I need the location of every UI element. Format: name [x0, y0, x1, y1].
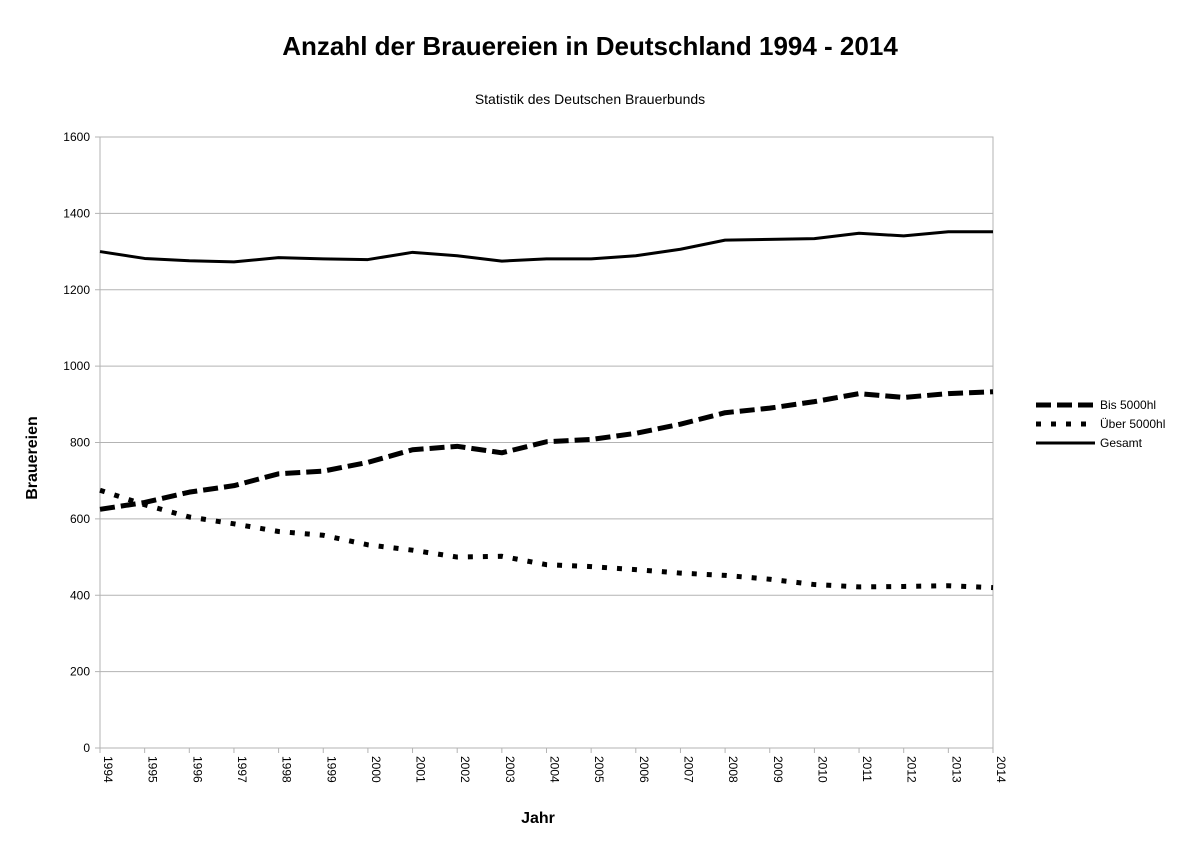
y-tick-label: 0: [83, 741, 90, 755]
series-lines: [99, 230, 994, 591]
x-tick-label: 2010: [815, 756, 829, 783]
legend-label: Gesamt: [1100, 436, 1143, 450]
y-tick-label: 800: [70, 436, 90, 450]
series-line-2: [99, 487, 994, 591]
x-tick-label: 2011: [860, 756, 874, 782]
x-tick-label: 1999: [324, 756, 338, 783]
series-line-3: [99, 230, 993, 264]
x-tick-label: 2009: [771, 756, 785, 783]
chart-subtitle: Statistik des Deutschen Brauerbunds: [475, 91, 705, 107]
x-tick-label: 2014: [994, 756, 1008, 783]
y-tick-label: 400: [70, 588, 90, 602]
x-tick-label: 2002: [458, 756, 472, 783]
x-tick-label: 2000: [369, 756, 383, 783]
x-tick-label: 1994: [101, 756, 115, 783]
y-tick-label: 1200: [63, 283, 90, 297]
x-tick-label: 2003: [503, 756, 517, 783]
x-tick-label: 1997: [235, 756, 249, 783]
y-tick-label: 600: [70, 512, 90, 526]
x-tick-label: 1996: [190, 756, 204, 783]
legend-label: Über 5000hl: [1100, 417, 1165, 431]
legend-label: Bis 5000hl: [1100, 398, 1156, 412]
axes: 0 200 400 600 800 1000 1200 1400 1600 1994 1995 199…: [63, 130, 1008, 783]
x-tick-label: 1998: [280, 756, 294, 783]
chart-title: Anzahl der Brauereien in Deutschland 199…: [282, 31, 898, 61]
y-tick-label: 1600: [63, 130, 90, 144]
series-line-1: [99, 389, 994, 512]
x-tick-label: 2004: [548, 756, 562, 783]
x-tick-label: 1995: [146, 756, 160, 783]
y-axis-title: Brauereien: [24, 416, 41, 500]
x-tick-label: 2012: [905, 756, 919, 783]
y-tick-label: 200: [70, 665, 90, 679]
x-tick-label: 2008: [726, 756, 740, 783]
y-tick-label: 1400: [63, 206, 90, 220]
x-tick-label: 2007: [681, 756, 695, 783]
x-axis-title: Jahr: [521, 810, 555, 827]
x-tick-label: 2006: [637, 756, 651, 783]
x-tick-label: 2013: [949, 756, 963, 783]
y-tick-label: 1000: [63, 359, 90, 373]
legend: Bis 5000hl Über 5000hl Gesamt: [1036, 398, 1165, 450]
x-tick-label: 2001: [414, 756, 428, 783]
x-tick-label: 2005: [592, 756, 606, 783]
